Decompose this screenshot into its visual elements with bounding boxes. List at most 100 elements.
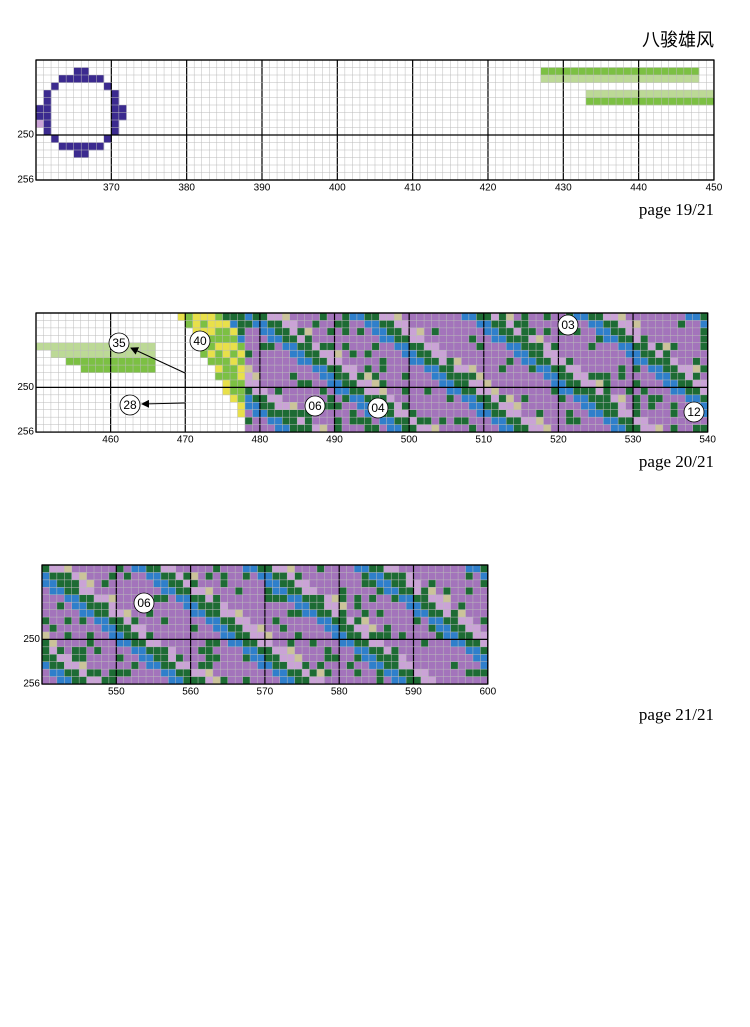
stitch	[56, 631, 65, 640]
stitch	[401, 387, 410, 396]
stitch	[588, 379, 597, 388]
stitch	[401, 379, 410, 388]
stitch	[264, 572, 273, 581]
stitch	[633, 394, 641, 403]
stitch	[123, 669, 132, 677]
stitch	[103, 342, 111, 351]
stitch	[700, 379, 708, 388]
stitch	[79, 579, 87, 588]
pattern-grid	[41, 564, 489, 685]
stitch	[190, 661, 199, 670]
stitch	[655, 424, 664, 433]
stitch	[222, 313, 231, 321]
x-label: 420	[480, 183, 497, 194]
stitch	[461, 327, 470, 336]
stitch	[610, 342, 619, 351]
stitch	[279, 639, 288, 648]
stitch	[394, 313, 402, 321]
stitch	[398, 602, 407, 610]
stitch	[521, 327, 529, 336]
stitch	[289, 409, 298, 418]
stitch	[297, 409, 305, 418]
stitch	[435, 587, 444, 596]
stitch	[420, 602, 429, 610]
stitch	[638, 97, 647, 106]
stitch	[483, 387, 492, 396]
stitch	[80, 365, 89, 373]
stitch	[259, 409, 268, 418]
stitch	[79, 572, 87, 581]
stitch	[498, 417, 507, 425]
stitch	[588, 424, 597, 433]
stitch	[153, 646, 162, 655]
stitch	[420, 646, 429, 655]
stitch	[618, 409, 626, 418]
stitch	[461, 409, 470, 418]
stitch	[468, 409, 477, 418]
stitch	[79, 594, 87, 603]
stitch	[354, 594, 362, 603]
stitch	[304, 313, 313, 321]
stitch	[439, 372, 447, 381]
stitch	[413, 602, 422, 610]
stitch	[198, 631, 206, 640]
x-label: 480	[252, 435, 269, 446]
stitch	[580, 320, 589, 329]
stitch	[640, 372, 649, 381]
stitch	[252, 379, 261, 388]
stitch	[458, 676, 466, 685]
stitch	[536, 402, 544, 411]
stitch	[230, 335, 238, 344]
stitch	[593, 97, 602, 106]
stitch	[647, 365, 656, 373]
stitch	[647, 379, 656, 388]
stitch	[618, 342, 626, 351]
stitch	[64, 609, 73, 618]
stitch	[394, 372, 402, 381]
stitch	[190, 624, 199, 633]
stitch	[383, 676, 392, 685]
stitch	[655, 409, 664, 418]
stitch	[175, 661, 184, 670]
stitch	[185, 320, 194, 329]
stitch	[103, 82, 112, 91]
stitch	[655, 350, 664, 358]
stitch	[190, 565, 199, 573]
stitch	[108, 572, 117, 581]
stitch	[476, 424, 485, 433]
stitch	[394, 335, 402, 344]
stitch	[458, 609, 466, 618]
stitch	[700, 327, 708, 336]
stitch	[573, 402, 582, 411]
stitch	[618, 357, 626, 366]
stitch	[655, 320, 664, 329]
stitch	[252, 387, 261, 396]
stitch	[205, 631, 214, 640]
stitch	[49, 609, 58, 618]
stitch	[610, 320, 619, 329]
stitch	[640, 357, 649, 366]
stitch	[439, 342, 447, 351]
stitch	[391, 565, 399, 573]
stitch	[66, 142, 74, 151]
stitch	[435, 594, 444, 603]
stitch	[633, 350, 641, 358]
x-label: 510	[475, 435, 492, 446]
stitch	[465, 624, 474, 633]
stitch	[175, 639, 184, 648]
stitch	[450, 602, 459, 610]
stitch	[222, 357, 231, 366]
stitch	[42, 624, 50, 633]
stitch	[368, 594, 377, 603]
stitch	[205, 661, 214, 670]
stitch	[391, 669, 399, 677]
stitch	[88, 342, 97, 351]
stitch	[334, 357, 343, 366]
stitch	[588, 350, 597, 358]
stitch	[108, 669, 117, 677]
symbol-label: 03	[561, 318, 575, 332]
stitch	[379, 387, 388, 396]
stitch	[339, 646, 347, 655]
stitch	[259, 357, 268, 366]
stitch	[394, 342, 402, 351]
